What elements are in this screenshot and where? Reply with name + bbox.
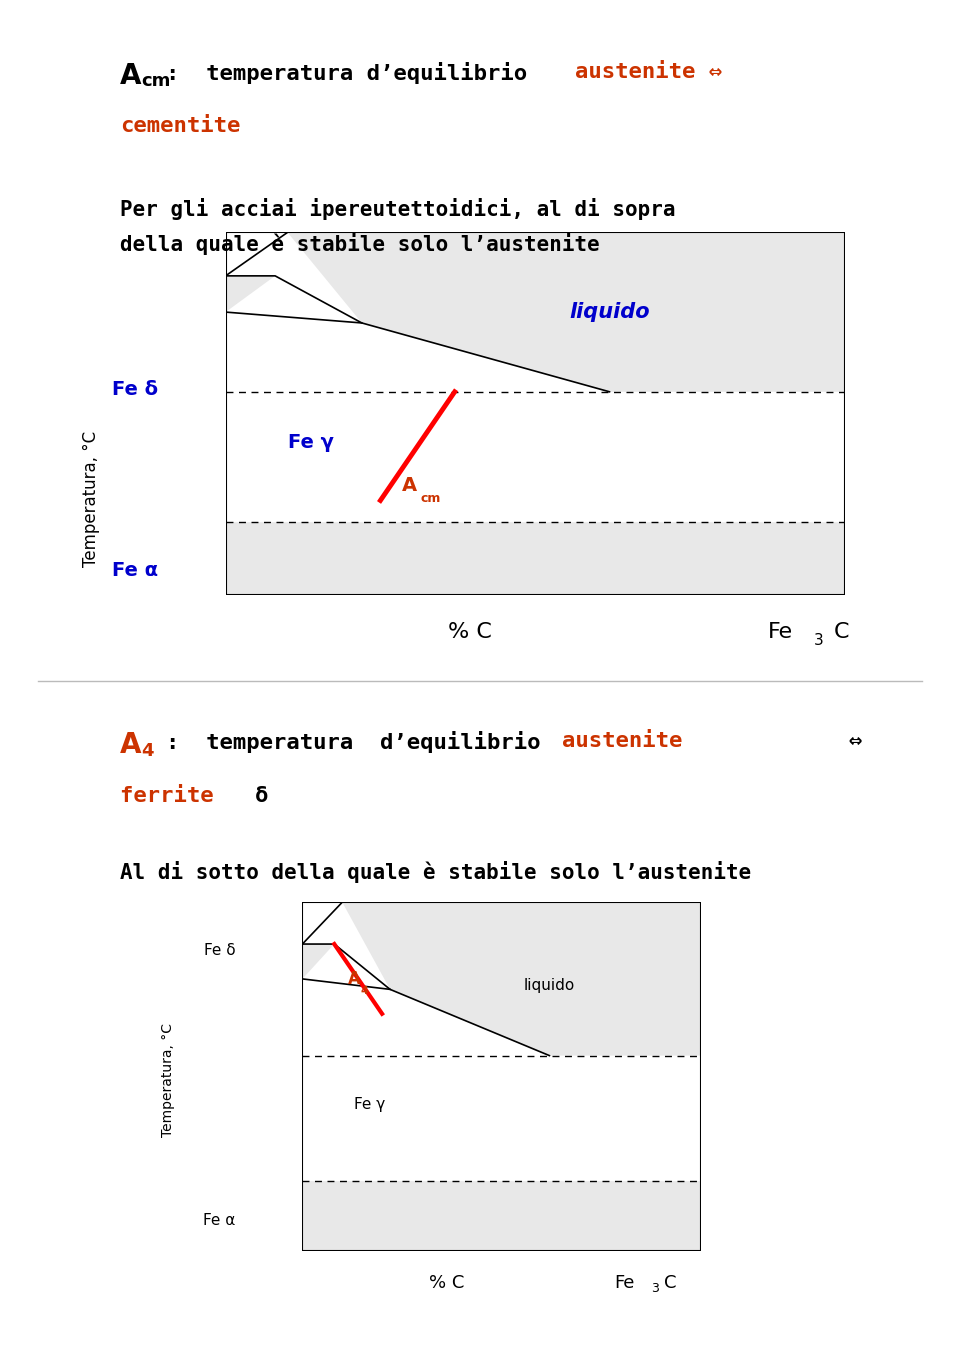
Text: austenite ⇔: austenite ⇔ (575, 62, 722, 82)
Text: δ: δ (254, 786, 268, 807)
Text: Fe δ: Fe δ (112, 380, 158, 399)
Text: liquido: liquido (569, 302, 650, 323)
Text: Per gli acciai ipereutettoidici, al di sopra
della quale è stabile solo l’austen: Per gli acciai ipereutettoidici, al di s… (120, 198, 676, 254)
Text: Fe α: Fe α (112, 560, 158, 580)
Text: % C: % C (448, 622, 492, 642)
Text: austenite: austenite (562, 731, 682, 752)
Text: A: A (120, 731, 141, 759)
Polygon shape (302, 945, 701, 1181)
Text: A: A (120, 62, 141, 89)
Text: C: C (664, 1274, 677, 1292)
Text: :  temperatura  d’equilibrio: : temperatura d’equilibrio (166, 731, 567, 753)
Text: Fe: Fe (768, 622, 793, 642)
Text: % C: % C (429, 1274, 464, 1292)
Polygon shape (226, 232, 845, 595)
Text: Temperatura, °C: Temperatura, °C (83, 431, 100, 567)
Text: 3: 3 (651, 1282, 659, 1296)
Text: ferrite: ferrite (120, 786, 227, 807)
Text: Fe: Fe (614, 1274, 635, 1292)
Text: Fe α: Fe α (203, 1214, 235, 1228)
Text: cm: cm (420, 492, 441, 506)
Text: :  temperatura d’equilibrio: : temperatura d’equilibrio (166, 62, 540, 83)
Text: C: C (833, 622, 849, 642)
Text: 3: 3 (814, 633, 824, 648)
Text: A: A (402, 477, 418, 495)
Polygon shape (226, 232, 362, 323)
Text: Fe γ: Fe γ (354, 1096, 386, 1111)
Text: Temperatura, °C: Temperatura, °C (161, 1023, 175, 1137)
Polygon shape (226, 276, 845, 522)
Text: ⇔: ⇔ (782, 731, 863, 752)
Text: Al di sotto della quale è stabile solo l’austenite: Al di sotto della quale è stabile solo l… (120, 861, 752, 883)
Text: 4: 4 (141, 742, 154, 760)
Text: 4: 4 (360, 986, 368, 997)
Text: cm: cm (141, 72, 171, 90)
Text: Fe γ: Fe γ (288, 433, 333, 452)
Text: Fe δ: Fe δ (204, 943, 235, 957)
Text: A: A (348, 971, 361, 988)
Polygon shape (302, 902, 701, 1251)
Text: cementite: cementite (120, 116, 240, 137)
Text: liquido: liquido (524, 979, 575, 994)
Polygon shape (302, 902, 390, 990)
